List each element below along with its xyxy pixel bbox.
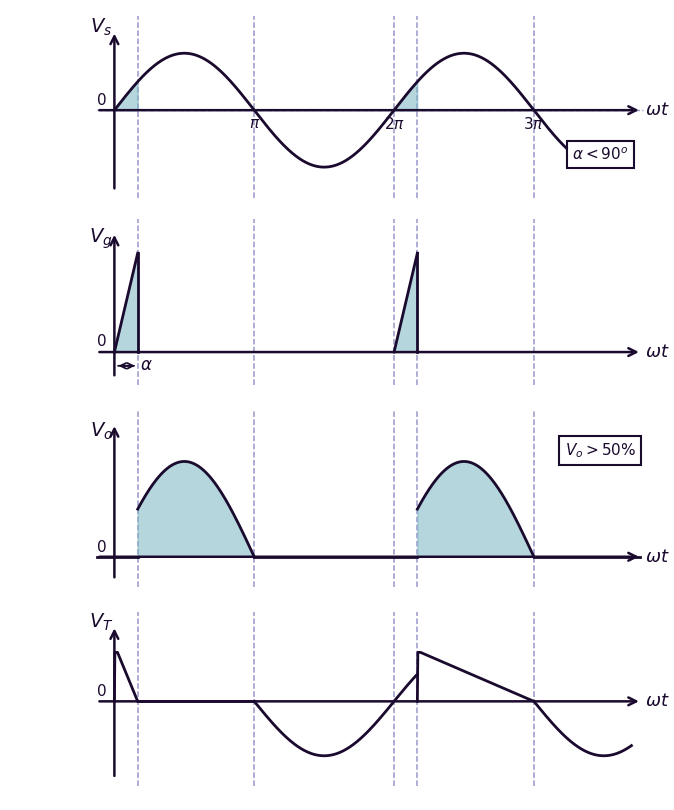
Text: $V_T$: $V_T$ — [89, 612, 113, 633]
Text: $\alpha < 90^o$: $\alpha < 90^o$ — [572, 147, 628, 163]
Text: $V_g$: $V_g$ — [89, 227, 113, 251]
Text: $V_s$: $V_s$ — [90, 17, 112, 38]
Text: 0: 0 — [97, 684, 106, 699]
Text: $\pi$: $\pi$ — [249, 117, 260, 131]
Text: $V_o > 50\%$: $V_o > 50\%$ — [565, 441, 636, 460]
Text: $V_o$: $V_o$ — [90, 420, 113, 442]
Text: 0: 0 — [97, 539, 106, 555]
Text: $\omega t$: $\omega t$ — [645, 693, 669, 710]
Text: $\omega t$: $\omega t$ — [645, 343, 669, 361]
Text: 0: 0 — [97, 335, 106, 349]
Text: 0: 0 — [97, 93, 106, 108]
Text: $3\pi$: $3\pi$ — [523, 117, 545, 133]
Text: $2\pi$: $2\pi$ — [384, 117, 404, 133]
Text: $\omega t$: $\omega t$ — [645, 101, 669, 119]
Text: $\omega t$: $\omega t$ — [645, 548, 669, 565]
Text: $\alpha$: $\alpha$ — [140, 356, 153, 374]
